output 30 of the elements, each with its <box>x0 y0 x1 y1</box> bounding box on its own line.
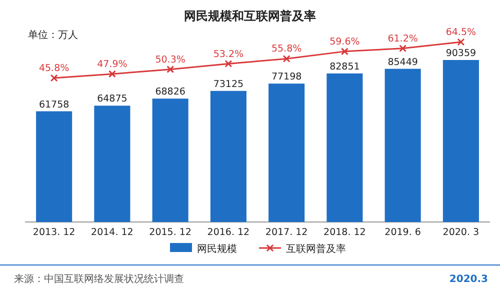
data-label: 82851 <box>330 61 360 72</box>
data-label: 61.2% <box>388 33 418 44</box>
data-label: 68826 <box>155 86 186 98</box>
data-label: 45.8% <box>38 63 70 74</box>
data-label: 55.8% <box>271 44 302 55</box>
annotation: 来源：中国互联网络发展状况统计调查 <box>14 274 184 285</box>
data-label: 64875 <box>97 94 128 105</box>
data-label: 50.3% <box>155 54 186 66</box>
subtitle: 单位：万人 <box>28 30 78 41</box>
title: 网民规模和互联网普及率 <box>184 9 316 23</box>
data-label: 53.2% <box>213 48 244 60</box>
legend: 网民规模 <box>197 244 237 255</box>
data-label: 61758 <box>38 99 70 110</box>
xtick: 2016. 12 <box>207 227 250 238</box>
xtick: 2013. 12 <box>32 227 76 238</box>
annotation: 2020.3 <box>449 274 488 285</box>
data-label: 47.9% <box>97 58 128 70</box>
xtick: 2014. 12 <box>91 227 134 238</box>
data-label: 90359 <box>446 48 476 59</box>
xtick: 2017. 12 <box>265 227 308 238</box>
data-label: 64.5% <box>446 27 476 38</box>
xtick: 2018. 12 <box>324 227 366 238</box>
legend: 互联网普及率 <box>286 244 346 255</box>
data-label: 77198 <box>271 72 302 83</box>
xtick: 2019. 6 <box>384 227 421 238</box>
data-label: 73125 <box>213 78 244 90</box>
data-label: 85449 <box>388 56 418 68</box>
xtick: 2020. 3 <box>442 227 480 238</box>
xtick: 2015. 12 <box>149 227 192 238</box>
data-label: 59.6% <box>330 36 360 48</box>
